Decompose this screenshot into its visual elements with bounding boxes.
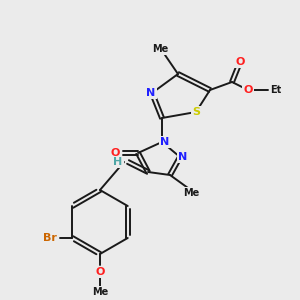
Text: O: O	[235, 57, 245, 67]
Text: N: N	[160, 137, 169, 147]
Text: S: S	[192, 107, 200, 117]
Text: N: N	[146, 88, 156, 98]
Text: N: N	[178, 152, 188, 162]
Text: O: O	[110, 148, 120, 158]
Text: O: O	[243, 85, 253, 95]
Text: Me: Me	[92, 287, 108, 297]
Text: H: H	[113, 157, 123, 167]
Text: Et: Et	[270, 85, 282, 95]
Text: Me: Me	[152, 44, 168, 54]
Text: Me: Me	[183, 188, 199, 198]
Text: Br: Br	[43, 233, 57, 243]
Text: O: O	[95, 267, 105, 277]
